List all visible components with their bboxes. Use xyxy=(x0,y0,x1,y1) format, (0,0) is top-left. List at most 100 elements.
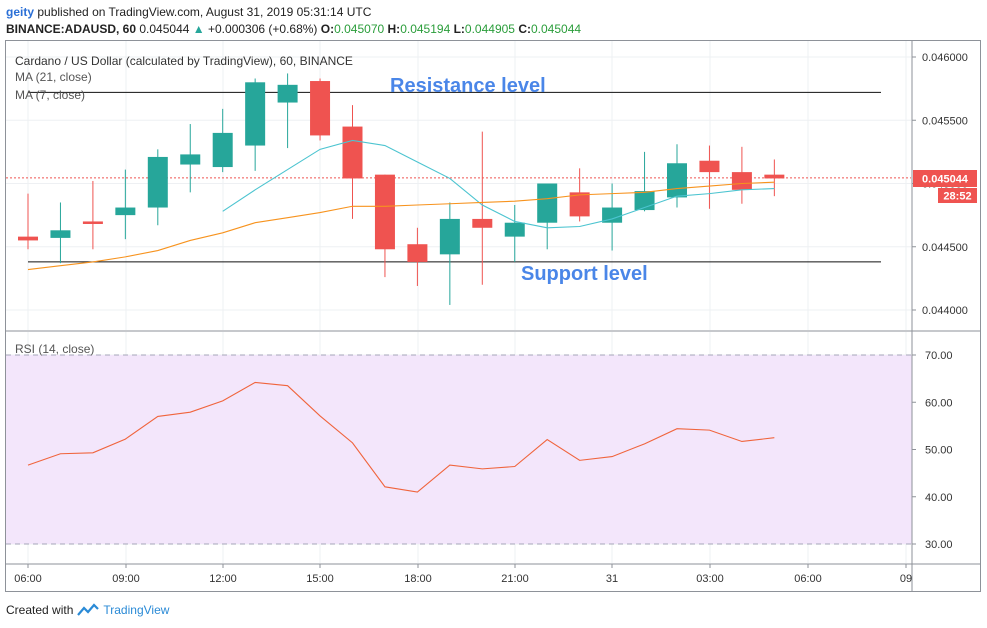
up-arrow-icon: ▲ xyxy=(192,22,205,36)
candle xyxy=(50,202,71,264)
footer: Created with TradingView xyxy=(6,603,169,617)
candle xyxy=(245,78,266,171)
candle xyxy=(407,227,428,286)
candle-body xyxy=(764,174,785,179)
candle xyxy=(439,202,460,305)
close-value: 0.045044 xyxy=(531,22,582,36)
high-label: H: xyxy=(387,22,401,36)
price-tick-label: 0.046000 xyxy=(922,52,968,64)
x-tick-labels: 06:00 09:00 12:00 15:00 18:00 21:00 31 03:00 06:… xyxy=(14,564,912,585)
candle xyxy=(277,73,298,149)
price-tag-bg xyxy=(913,170,977,187)
time-tick-label: 21:00 xyxy=(501,573,529,585)
rsi-tick-label: 70.00 xyxy=(925,350,953,362)
candle-body xyxy=(537,183,558,223)
price-tick-label: 0.045500 xyxy=(922,115,968,127)
open-value: 0.045070 xyxy=(334,22,385,36)
y-tick-labels: 0.0460000.0455000.0450000.0445000.044000… xyxy=(912,52,968,551)
created-with-text: Created with xyxy=(6,603,74,617)
time-tick-label: 31 xyxy=(606,573,618,585)
chart-title: Cardano / US Dollar (calculated by Tradi… xyxy=(15,54,353,68)
candle xyxy=(731,146,752,204)
support-label: Support level xyxy=(521,263,648,285)
candle-body xyxy=(82,221,103,224)
rsi-tick-label: 50.00 xyxy=(925,445,953,457)
candle-body xyxy=(407,244,428,262)
last-price: 0.045044 xyxy=(139,22,190,36)
low-label: L: xyxy=(453,22,465,36)
time-tick-label: 06:00 xyxy=(794,573,822,585)
rsi-tick-label: 40.00 xyxy=(925,492,953,504)
time-tick-label: 15:00 xyxy=(306,573,334,585)
high-value: 0.045194 xyxy=(400,22,451,36)
last-price-tag: 0.045044 28:52 xyxy=(913,170,977,203)
open-label: O: xyxy=(320,22,335,36)
countdown-bg xyxy=(938,188,977,203)
candle-body xyxy=(569,192,590,217)
candle xyxy=(82,180,103,250)
rsi-line xyxy=(27,381,775,493)
rsi-band xyxy=(6,355,912,544)
candle-body xyxy=(147,156,168,208)
published-info: published on TradingView.com, August 31,… xyxy=(37,5,372,19)
chart-frame xyxy=(5,40,981,592)
tradingview-brand[interactable]: TradingView xyxy=(103,603,170,617)
candle xyxy=(504,205,525,262)
candle-body xyxy=(212,132,233,168)
candle-body xyxy=(472,218,493,228)
rsi-band-bounds xyxy=(6,354,911,545)
candles xyxy=(18,73,785,305)
candle-body xyxy=(342,126,363,179)
time-tick-label: 03:00 xyxy=(696,573,724,585)
candle xyxy=(699,145,720,209)
candle-body xyxy=(699,160,720,173)
candle xyxy=(310,78,331,141)
rsi-tick-label: 60.00 xyxy=(925,397,953,409)
candle-body xyxy=(504,222,525,237)
close-label: C: xyxy=(518,22,531,36)
time-tick-label: 09:00 xyxy=(112,573,140,585)
rsi-tick-label: 30.00 xyxy=(925,539,953,551)
time-tick-label: 18:00 xyxy=(404,573,432,585)
level-lines xyxy=(6,91,911,263)
resistance-label: Resistance level xyxy=(390,75,546,97)
rsi-series xyxy=(27,381,775,493)
candle xyxy=(18,193,38,250)
candle-body xyxy=(731,172,752,190)
ma21-legend: MA (21, close) xyxy=(15,70,92,84)
symbol-name: BINANCE:ADAUSD, 60 xyxy=(6,22,137,36)
candle-body xyxy=(667,163,687,198)
time-tick-label: 09 xyxy=(900,573,912,585)
candle-body xyxy=(439,218,460,255)
time-tick-label: 12:00 xyxy=(209,573,237,585)
candle xyxy=(537,183,558,250)
axes xyxy=(6,41,980,591)
ma7-line xyxy=(222,139,775,229)
candle xyxy=(180,124,201,193)
candle-body xyxy=(180,154,201,165)
candle xyxy=(374,174,395,278)
ma7-legend: MA (7, close) xyxy=(15,88,85,102)
price-tick-label: 0.044500 xyxy=(922,242,968,254)
candle xyxy=(472,131,493,285)
candle-body xyxy=(310,81,331,136)
candle xyxy=(602,183,623,251)
candle xyxy=(115,169,136,240)
symbol-line: BINANCE:ADAUSD, 60 0.045044 ▲ +0.000306 … xyxy=(6,22,581,36)
candle-body xyxy=(602,207,623,223)
publish-line: geity published on TradingView.com, Augu… xyxy=(6,5,371,19)
price-change: +0.000306 (+0.68%) xyxy=(208,22,318,36)
low-value: 0.044905 xyxy=(464,22,515,36)
candle-body xyxy=(245,82,266,146)
author-name[interactable]: geity xyxy=(6,5,35,19)
candle-body xyxy=(18,236,38,241)
tradingview-logo-icon xyxy=(77,603,100,616)
candle-body xyxy=(50,230,71,238)
price-tag-text: 0.045044 xyxy=(922,174,969,186)
ma21-line xyxy=(27,181,775,271)
rsi-legend: RSI (14, close) xyxy=(15,342,94,356)
candle xyxy=(342,105,363,219)
time-tick-label: 06:00 xyxy=(14,573,42,585)
candle xyxy=(147,149,168,226)
